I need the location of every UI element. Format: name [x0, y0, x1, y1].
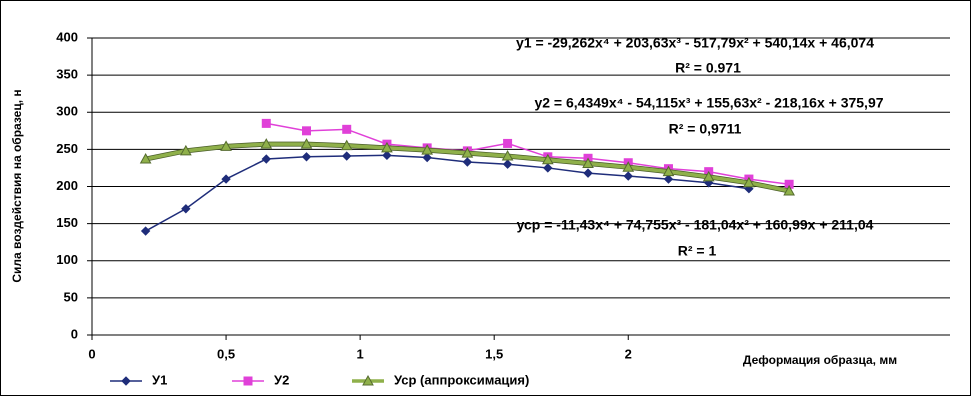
point	[261, 154, 271, 164]
trendline-equation: y1 = -29,262x⁴ + 203,63x³ - 517,79x² + 5…	[516, 35, 874, 51]
point	[501, 150, 514, 161]
point	[461, 147, 474, 158]
y-tick-label: 150	[56, 215, 78, 230]
point	[783, 184, 795, 196]
point	[342, 151, 352, 161]
point	[702, 170, 715, 182]
x-tick-label: 2	[625, 346, 632, 361]
point	[220, 140, 232, 151]
point	[260, 138, 273, 149]
point	[301, 152, 312, 162]
legend-label: У2	[274, 372, 289, 387]
trendline-equation: R² = 1	[678, 243, 717, 259]
point	[582, 157, 594, 168]
y-tick-label: 250	[56, 141, 78, 156]
point	[543, 163, 553, 173]
point	[462, 157, 473, 167]
trendline-equation: R² = 0.971	[675, 60, 741, 76]
point	[382, 150, 392, 161]
point	[422, 152, 432, 163]
point	[541, 153, 554, 165]
point	[623, 171, 633, 181]
point	[503, 138, 513, 148]
legend-marker	[362, 374, 374, 386]
point	[302, 126, 311, 136]
point	[261, 118, 271, 128]
y-axis-label: Сила воздействия на образец, н	[10, 89, 24, 282]
legend-marker	[243, 376, 253, 386]
y-tick-label: 300	[56, 104, 78, 119]
x-tick-label: 1	[357, 346, 364, 361]
point	[502, 159, 513, 169]
x-tick-label: 0,5	[217, 346, 235, 361]
y-tick-label: 100	[56, 252, 78, 267]
point	[140, 226, 151, 236]
y-tick-label: 0	[71, 326, 78, 341]
point	[662, 165, 675, 177]
y-tick-label: 400	[56, 29, 78, 44]
x-tick-label: 0	[88, 346, 95, 361]
series-line	[266, 122, 790, 186]
point	[583, 168, 593, 178]
x-axis-label: Деформация образца, мм	[743, 353, 897, 367]
point	[340, 139, 353, 151]
y-tick-label: 200	[56, 178, 78, 193]
point	[421, 144, 434, 155]
trendline-equation: R² = 0,9711	[669, 121, 742, 137]
point	[622, 161, 635, 172]
point	[381, 141, 393, 153]
trendline-equation: y2 = 6,4349x⁴ - 54,115x³ + 155,63x² - 21…	[534, 95, 883, 111]
point	[663, 174, 674, 184]
series-line	[145, 154, 750, 232]
legend-label: Уср (аппроксимация)	[394, 372, 529, 387]
point	[300, 138, 313, 149]
y-tick-label: 350	[56, 67, 78, 82]
x-tick-label: 1,5	[485, 346, 503, 361]
point	[179, 144, 192, 156]
trendline-equation: уср = -11,43x⁴ + 74,755x³ - 181,04x² + 1…	[517, 217, 874, 233]
legend-label: У1	[152, 372, 167, 387]
point	[744, 184, 754, 194]
point	[221, 174, 231, 184]
y-tick-label: 50	[64, 289, 78, 304]
point	[743, 176, 755, 188]
legend-marker	[121, 376, 131, 386]
point	[181, 204, 191, 214]
point	[342, 124, 352, 134]
point	[139, 152, 152, 164]
